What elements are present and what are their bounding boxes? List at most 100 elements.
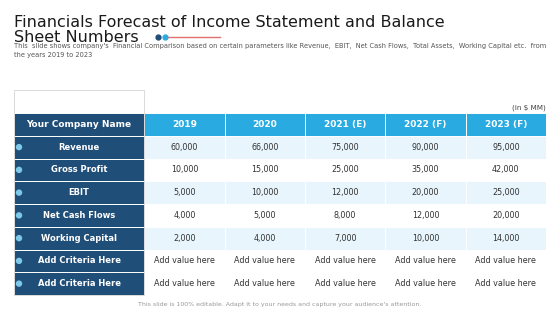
- Bar: [144, 136, 225, 158]
- Circle shape: [16, 258, 21, 263]
- Circle shape: [16, 236, 21, 241]
- Text: Gross Profit: Gross Profit: [51, 165, 108, 175]
- Text: 20,000: 20,000: [492, 211, 520, 220]
- Bar: [225, 113, 305, 136]
- Text: 5,000: 5,000: [173, 188, 196, 197]
- Bar: [14, 136, 144, 158]
- Text: Add value here: Add value here: [315, 256, 376, 265]
- Bar: [305, 181, 385, 204]
- Text: 20,000: 20,000: [412, 188, 439, 197]
- Bar: [144, 272, 225, 295]
- Bar: [225, 158, 305, 181]
- Bar: [466, 113, 546, 136]
- Text: 10,000: 10,000: [412, 234, 439, 243]
- Text: Add value here: Add value here: [475, 256, 536, 265]
- Bar: [385, 204, 466, 227]
- Text: 60,000: 60,000: [171, 143, 198, 152]
- Bar: [466, 227, 546, 249]
- Bar: [14, 113, 144, 136]
- Text: 2021 (E): 2021 (E): [324, 120, 366, 129]
- Text: 10,000: 10,000: [171, 165, 198, 175]
- Text: 75,000: 75,000: [332, 143, 359, 152]
- Bar: [305, 158, 385, 181]
- Bar: [225, 249, 305, 272]
- Text: 2023 (F): 2023 (F): [484, 120, 527, 129]
- Bar: [14, 158, 144, 181]
- Bar: [14, 272, 144, 295]
- Bar: [466, 272, 546, 295]
- Text: Add value here: Add value here: [315, 279, 376, 288]
- Bar: [466, 249, 546, 272]
- Circle shape: [16, 281, 21, 286]
- Text: EBIT: EBIT: [69, 188, 90, 197]
- Text: 14,000: 14,000: [492, 234, 520, 243]
- Text: 25,000: 25,000: [492, 188, 520, 197]
- Text: Add value here: Add value here: [235, 256, 295, 265]
- Text: This  slide shows company's  Financial Comparison based on certain parameters li: This slide shows company's Financial Com…: [14, 43, 546, 58]
- Bar: [225, 227, 305, 249]
- Bar: [144, 249, 225, 272]
- Bar: [225, 272, 305, 295]
- Bar: [305, 136, 385, 158]
- Circle shape: [16, 145, 21, 150]
- Bar: [225, 204, 305, 227]
- Bar: [305, 249, 385, 272]
- Bar: [225, 136, 305, 158]
- Text: 2022 (F): 2022 (F): [404, 120, 447, 129]
- Bar: [144, 113, 225, 136]
- Text: 12,000: 12,000: [412, 211, 439, 220]
- Bar: [14, 227, 144, 249]
- Text: 4,000: 4,000: [254, 234, 276, 243]
- Bar: [305, 113, 385, 136]
- Bar: [144, 181, 225, 204]
- Text: Net Cash Flows: Net Cash Flows: [43, 211, 115, 220]
- Text: 42,000: 42,000: [492, 165, 520, 175]
- Circle shape: [16, 213, 21, 218]
- Text: 15,000: 15,000: [251, 165, 278, 175]
- Bar: [144, 158, 225, 181]
- Bar: [466, 181, 546, 204]
- Text: 66,000: 66,000: [251, 143, 278, 152]
- Text: 95,000: 95,000: [492, 143, 520, 152]
- Bar: [385, 136, 466, 158]
- Text: 2020: 2020: [253, 120, 277, 129]
- Bar: [144, 204, 225, 227]
- Bar: [305, 272, 385, 295]
- Text: 35,000: 35,000: [412, 165, 439, 175]
- Bar: [385, 158, 466, 181]
- Text: Financials Forecast of Income Statement and Balance: Financials Forecast of Income Statement …: [14, 15, 445, 30]
- Text: Add value here: Add value here: [154, 279, 215, 288]
- Bar: [14, 204, 144, 227]
- Bar: [385, 227, 466, 249]
- Text: Add value here: Add value here: [395, 279, 456, 288]
- Text: 2,000: 2,000: [173, 234, 196, 243]
- Bar: [385, 272, 466, 295]
- Text: 10,000: 10,000: [251, 188, 278, 197]
- Bar: [385, 113, 466, 136]
- Bar: [305, 204, 385, 227]
- Bar: [14, 181, 144, 204]
- Circle shape: [16, 167, 21, 172]
- Text: Add value here: Add value here: [154, 256, 215, 265]
- Text: 90,000: 90,000: [412, 143, 439, 152]
- Bar: [305, 227, 385, 249]
- Text: Add Criteria Here: Add Criteria Here: [38, 256, 120, 265]
- Text: Sheet Numbers: Sheet Numbers: [14, 30, 139, 45]
- Text: 4,000: 4,000: [173, 211, 195, 220]
- Text: Revenue: Revenue: [59, 143, 100, 152]
- Text: This slide is 100% editable. Adapt it to your needs and capture your audience's : This slide is 100% editable. Adapt it to…: [138, 302, 422, 307]
- Circle shape: [16, 190, 21, 195]
- Bar: [225, 181, 305, 204]
- Text: 8,000: 8,000: [334, 211, 356, 220]
- Bar: [144, 227, 225, 249]
- Bar: [385, 181, 466, 204]
- Text: 2019: 2019: [172, 120, 197, 129]
- Bar: [466, 158, 546, 181]
- Text: Add value here: Add value here: [235, 279, 295, 288]
- Text: 12,000: 12,000: [332, 188, 359, 197]
- Text: 5,000: 5,000: [254, 211, 276, 220]
- Bar: [466, 204, 546, 227]
- Text: Add value here: Add value here: [395, 256, 456, 265]
- Text: 25,000: 25,000: [332, 165, 359, 175]
- Text: (in $ MM): (in $ MM): [512, 105, 546, 111]
